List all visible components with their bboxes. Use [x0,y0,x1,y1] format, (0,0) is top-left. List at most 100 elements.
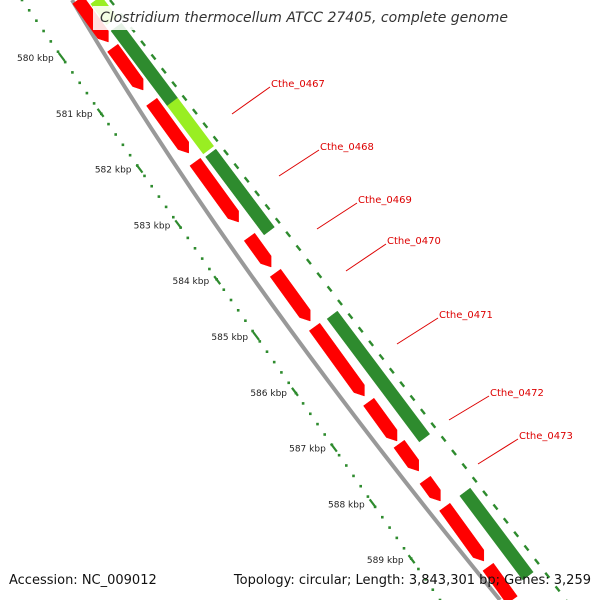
ruler-tick-label: 587 kbp [289,445,326,455]
ruler-dot [280,371,283,374]
ruler-dot [381,515,384,519]
gene-label: Cthe_0467 [271,79,325,90]
outer-tick [191,108,198,115]
outer-tick [482,490,489,497]
ruler-tick-label: 583 kbp [134,221,171,231]
ruler-dot [107,122,110,126]
outer-tick [440,435,447,443]
ruler-dot [186,236,190,240]
ruler-dot [431,588,435,591]
ruler-dot [222,288,226,291]
ruler-dot [301,402,305,405]
ruler-dot [402,547,406,550]
ruler-tick-label: 589 kbp [367,556,404,566]
gene-label-leader [396,317,439,345]
gene-label-leader [345,243,387,272]
outer-tick [150,53,157,61]
backbone-line [70,0,502,602]
ruler-dot [150,184,153,188]
ruler-dot [92,102,96,105]
outer-tick [409,394,416,402]
ruler-dot [172,215,175,219]
outer-tick [285,231,292,238]
outer-tick [274,217,281,224]
outer-tick [109,0,115,6]
ruler-dot [193,247,197,250]
gene-labels: Cthe_0467 Cthe_0468 Cthe_0469 Cthe_0470 Cthe… [231,79,573,465]
ruler-tick-label: 580 kbp [17,54,54,64]
ruler-dot [20,0,24,2]
gene-label: Cthe_0470 [387,236,441,247]
ruler-major-tick [57,52,66,62]
ruler-tick-label: 585 kbp [211,333,248,343]
ruler-dot [157,195,161,198]
ruler-dot [352,474,355,478]
ruler-dot [265,350,269,353]
reverse-cds-arrow [308,322,365,397]
outer-tick [533,558,540,565]
outer-tick [160,67,167,74]
reverse-cds-arrow [189,157,239,223]
gene-label: Cthe_0469 [358,195,412,206]
outer-tick [368,340,375,347]
outer-tick [171,81,178,88]
backbone [70,0,502,602]
outer-tick [223,149,229,156]
gene-label: Cthe_0471 [439,310,493,321]
ruler-dot [258,340,262,343]
reverse-cds-arrow [269,268,311,322]
outer-tick [378,353,385,361]
ruler-dot [229,298,233,302]
forward-cds-block [459,487,534,581]
gene-label-leader [316,202,358,230]
outer-tick [202,121,209,129]
reverse-cds-arrow [243,232,272,268]
outer-tick [347,312,354,320]
ruler-major-tick [252,331,260,341]
outer-tick [554,585,561,593]
ruler-major-tick [368,498,377,509]
forward-cds-block [326,310,431,443]
outer-tick [337,299,343,306]
ruler-dot [128,153,132,157]
ruler-dot [56,50,60,53]
outer-tick [471,476,478,484]
ruler-dot [337,453,341,457]
ruler-dot [395,536,399,540]
ruler-major-tick [174,219,183,230]
ruler-dot [78,81,81,85]
ruler-dot [388,526,391,529]
outer-tick [544,571,551,579]
outer-tick [399,381,406,388]
ruler-major-tick [213,275,222,285]
ruler-dot [27,9,31,12]
outer-tick [357,326,364,334]
outer-tick [430,421,437,429]
ruler-dot [345,464,348,467]
ruler-dot [251,329,254,333]
outer-tick [316,271,323,279]
reverse-cds-arrow [393,439,419,472]
ruler-dot [236,309,240,312]
gene-label-leader [278,149,320,177]
outer-tick [140,40,147,47]
ruler-major-tick [291,387,299,397]
ruler-dot [316,422,319,426]
ruler-dot [424,578,427,581]
ruler-dot [85,91,89,95]
reverse-cds-arrow [146,97,189,154]
ruler-major-tick [329,442,338,453]
ruler-dot [359,484,362,488]
outer-tick [264,203,271,211]
ruler-tick-label: 586 kbp [250,389,287,399]
ruler-dot [417,567,420,571]
ruler-dot [200,257,204,260]
ruler-dot [366,495,370,498]
ruler-tick-label: 582 kbp [95,166,132,176]
ruler-dot [323,433,326,436]
outer-tick [233,162,240,170]
ruler-dot [272,360,276,364]
outer-tick [181,94,188,102]
reverse-cds-arrow [419,475,441,502]
